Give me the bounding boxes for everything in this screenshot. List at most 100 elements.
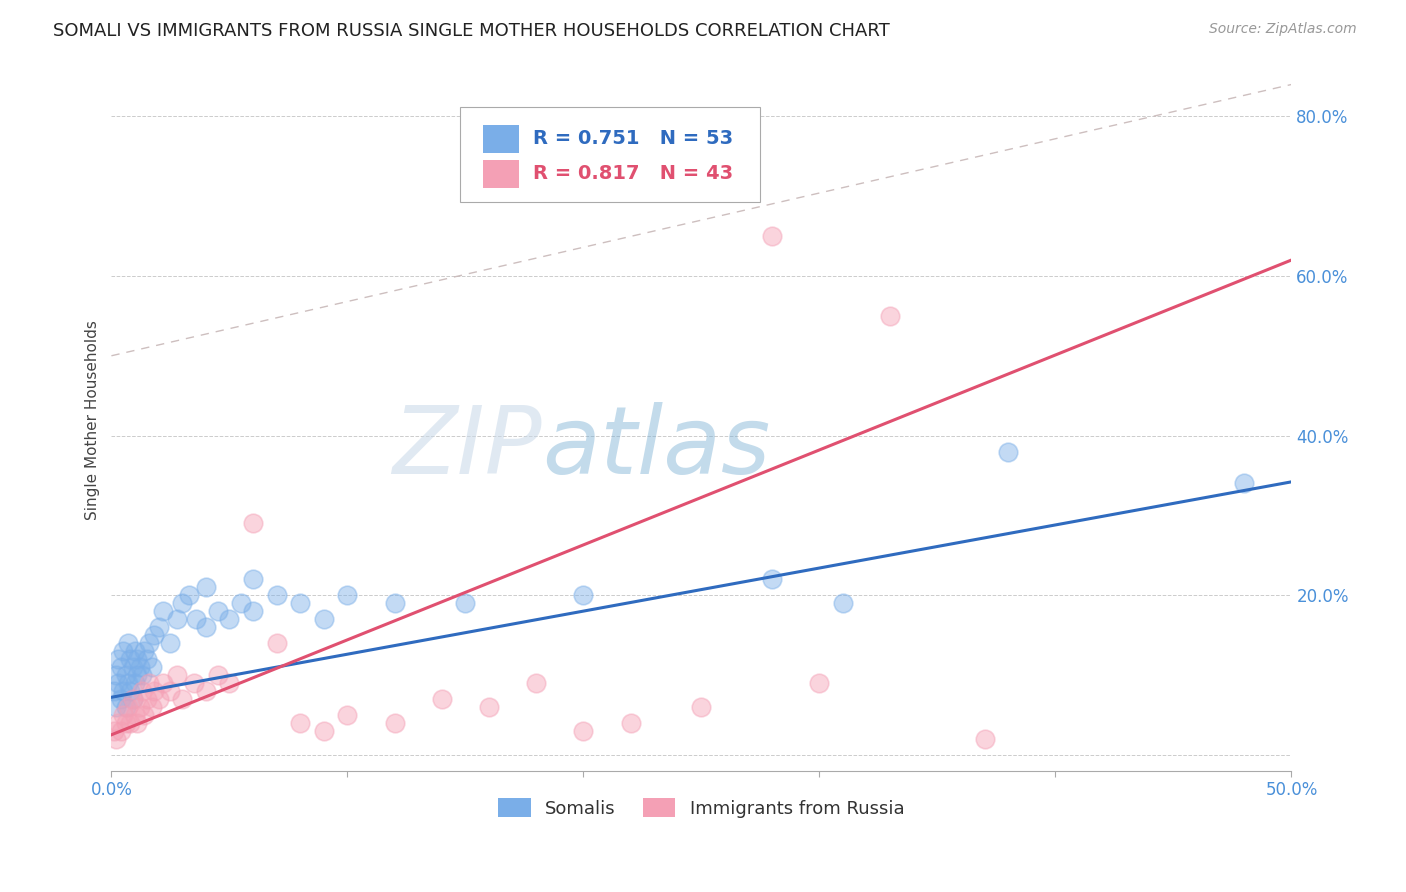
- Point: [105, 668, 128, 682]
- FancyBboxPatch shape: [460, 107, 761, 202]
- Point: [690, 699, 713, 714]
- Point: [110, 691, 132, 706]
- Text: Source: ZipAtlas.com: Source: ZipAtlas.com: [1209, 22, 1357, 37]
- Point: [266, 636, 288, 650]
- Bar: [484, 160, 519, 188]
- Point: [172, 691, 194, 706]
- Point: [454, 596, 477, 610]
- Text: R = 0.751   N = 53: R = 0.751 N = 53: [533, 129, 733, 148]
- Point: [138, 676, 160, 690]
- Point: [114, 715, 136, 730]
- Point: [152, 604, 174, 618]
- Point: [121, 691, 143, 706]
- Point: [135, 652, 157, 666]
- Point: [105, 699, 128, 714]
- Point: [135, 691, 157, 706]
- Point: [1233, 476, 1256, 491]
- Point: [110, 723, 132, 738]
- Point: [148, 620, 170, 634]
- Point: [159, 636, 181, 650]
- Point: [290, 715, 312, 730]
- Point: [131, 684, 153, 698]
- Point: [242, 516, 264, 531]
- Text: atlas: atlas: [543, 402, 770, 493]
- Point: [112, 707, 135, 722]
- Point: [128, 660, 150, 674]
- Point: [290, 596, 312, 610]
- Point: [142, 684, 165, 698]
- Point: [478, 699, 501, 714]
- Point: [430, 691, 453, 706]
- Point: [138, 636, 160, 650]
- Text: SOMALI VS IMMIGRANTS FROM RUSSIA SINGLE MOTHER HOUSEHOLDS CORRELATION CHART: SOMALI VS IMMIGRANTS FROM RUSSIA SINGLE …: [53, 22, 890, 40]
- Point: [312, 723, 335, 738]
- Point: [572, 588, 595, 602]
- Point: [207, 604, 229, 618]
- Point: [117, 676, 139, 690]
- Point: [336, 707, 359, 722]
- Point: [105, 731, 128, 746]
- Point: [114, 668, 136, 682]
- Point: [166, 612, 188, 626]
- Legend: Somalis, Immigrants from Russia: Somalis, Immigrants from Russia: [491, 791, 911, 825]
- Point: [107, 676, 129, 690]
- Point: [152, 676, 174, 690]
- Point: [120, 652, 142, 666]
- Point: [103, 723, 125, 738]
- Point: [572, 723, 595, 738]
- Point: [107, 652, 129, 666]
- Point: [127, 652, 149, 666]
- Point: [121, 660, 143, 674]
- Point: [231, 596, 253, 610]
- Point: [194, 580, 217, 594]
- Point: [179, 588, 201, 602]
- Point: [141, 660, 163, 674]
- Point: [207, 668, 229, 682]
- Point: [183, 676, 205, 690]
- Point: [808, 676, 831, 690]
- Point: [117, 699, 139, 714]
- Point: [124, 676, 146, 690]
- Point: [524, 676, 547, 690]
- Point: [112, 684, 135, 698]
- Point: [110, 660, 132, 674]
- Point: [141, 699, 163, 714]
- Point: [124, 644, 146, 658]
- Point: [194, 620, 217, 634]
- Point: [336, 588, 359, 602]
- Bar: [484, 125, 519, 153]
- Point: [120, 684, 142, 698]
- Point: [832, 596, 855, 610]
- Point: [124, 707, 146, 722]
- Point: [148, 691, 170, 706]
- Point: [159, 684, 181, 698]
- Point: [186, 612, 208, 626]
- Point: [384, 596, 406, 610]
- Point: [120, 715, 142, 730]
- Point: [194, 684, 217, 698]
- Point: [266, 588, 288, 602]
- Point: [127, 668, 149, 682]
- Point: [107, 715, 129, 730]
- Point: [131, 668, 153, 682]
- Point: [997, 444, 1019, 458]
- Point: [134, 707, 156, 722]
- Point: [218, 612, 240, 626]
- Text: R = 0.817   N = 43: R = 0.817 N = 43: [533, 164, 733, 184]
- Point: [218, 676, 240, 690]
- Point: [127, 715, 149, 730]
- Point: [121, 691, 143, 706]
- Point: [242, 572, 264, 586]
- Point: [973, 731, 995, 746]
- Point: [384, 715, 406, 730]
- Point: [134, 644, 156, 658]
- Point: [166, 668, 188, 682]
- Text: ZIP: ZIP: [392, 402, 543, 493]
- Point: [312, 612, 335, 626]
- Point: [128, 699, 150, 714]
- Point: [172, 596, 194, 610]
- Y-axis label: Single Mother Households: Single Mother Households: [86, 319, 100, 519]
- Point: [620, 715, 643, 730]
- Point: [761, 572, 783, 586]
- Point: [761, 229, 783, 244]
